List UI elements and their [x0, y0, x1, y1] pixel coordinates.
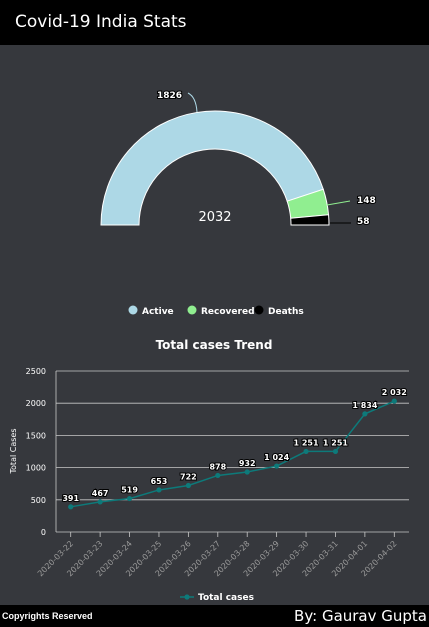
legend-marker-recovered — [187, 305, 197, 315]
data-point — [303, 448, 309, 455]
donut-center-label: 2032 — [198, 210, 231, 225]
data-label: 1 024 — [264, 453, 289, 462]
copyright-text: Copyrights Reserved — [2, 611, 93, 621]
data-point — [274, 463, 280, 469]
data-label: 2 032 — [382, 388, 407, 397]
data-label: 391 — [62, 494, 79, 503]
data-label: 932 — [239, 459, 256, 468]
connector-line — [326, 200, 351, 206]
y-axis-label: Total Cases — [9, 429, 18, 475]
legend-label-active: Active — [142, 307, 174, 317]
data-point — [185, 482, 191, 489]
legend-marker — [184, 594, 190, 600]
data-label: 1 251 — [294, 438, 319, 447]
y-tick-label: 2000 — [26, 399, 46, 408]
data-label: 1 251 — [323, 438, 348, 447]
app-title: Covid-19 India Stats — [15, 12, 187, 32]
author-text: By: Gaurav Gupta — [294, 607, 427, 625]
chart-title: Total cases Trend — [156, 338, 273, 352]
data-point — [68, 504, 74, 510]
y-tick-label: 1500 — [26, 431, 46, 440]
trend-line-chart: Total cases Trend 0 500 1000 1500 2000 2500 Tot… — [9, 338, 409, 603]
donut-segment-active — [100, 110, 324, 226]
data-label: 653 — [151, 477, 168, 486]
legend-label: Total cases — [198, 593, 254, 603]
data-label: 467 — [92, 489, 109, 498]
data-point — [332, 448, 339, 455]
y-tick-label: 500 — [31, 496, 46, 505]
data-point — [244, 469, 250, 475]
donut-data-label: 58 — [357, 217, 370, 227]
legend-label-deaths: Deaths — [268, 307, 304, 317]
data-point — [156, 487, 162, 493]
series-line-total-cases — [70, 400, 395, 508]
donut-data-label: 148 — [357, 196, 376, 206]
data-label: 1 834 — [352, 401, 377, 410]
data-point — [391, 398, 397, 404]
data-point — [126, 495, 133, 502]
y-tick-label: 2500 — [26, 367, 46, 376]
donut-data-label: 1826 — [157, 91, 182, 101]
connector-line — [187, 92, 198, 113]
app-header: Covid-19 India Stats — [0, 0, 429, 45]
legend-marker-active — [128, 305, 138, 315]
data-point — [97, 499, 103, 505]
data-point — [215, 472, 221, 479]
status-donut-chart: 1826 148 58 2032 Active Recovered Deaths — [100, 90, 377, 317]
donut-segment-deaths — [290, 214, 330, 226]
data-point — [362, 411, 368, 417]
data-label: 878 — [209, 462, 226, 471]
legend-label-recovered: Recovered — [201, 307, 255, 317]
data-label: 722 — [180, 473, 197, 482]
y-tick-label: 1000 — [26, 464, 46, 473]
y-tick-label: 0 — [41, 528, 46, 537]
data-label: 519 — [121, 486, 138, 495]
legend-marker-deaths — [254, 305, 264, 315]
footer: Copyrights Reserved By: Gaurav Gupta — [0, 605, 429, 627]
